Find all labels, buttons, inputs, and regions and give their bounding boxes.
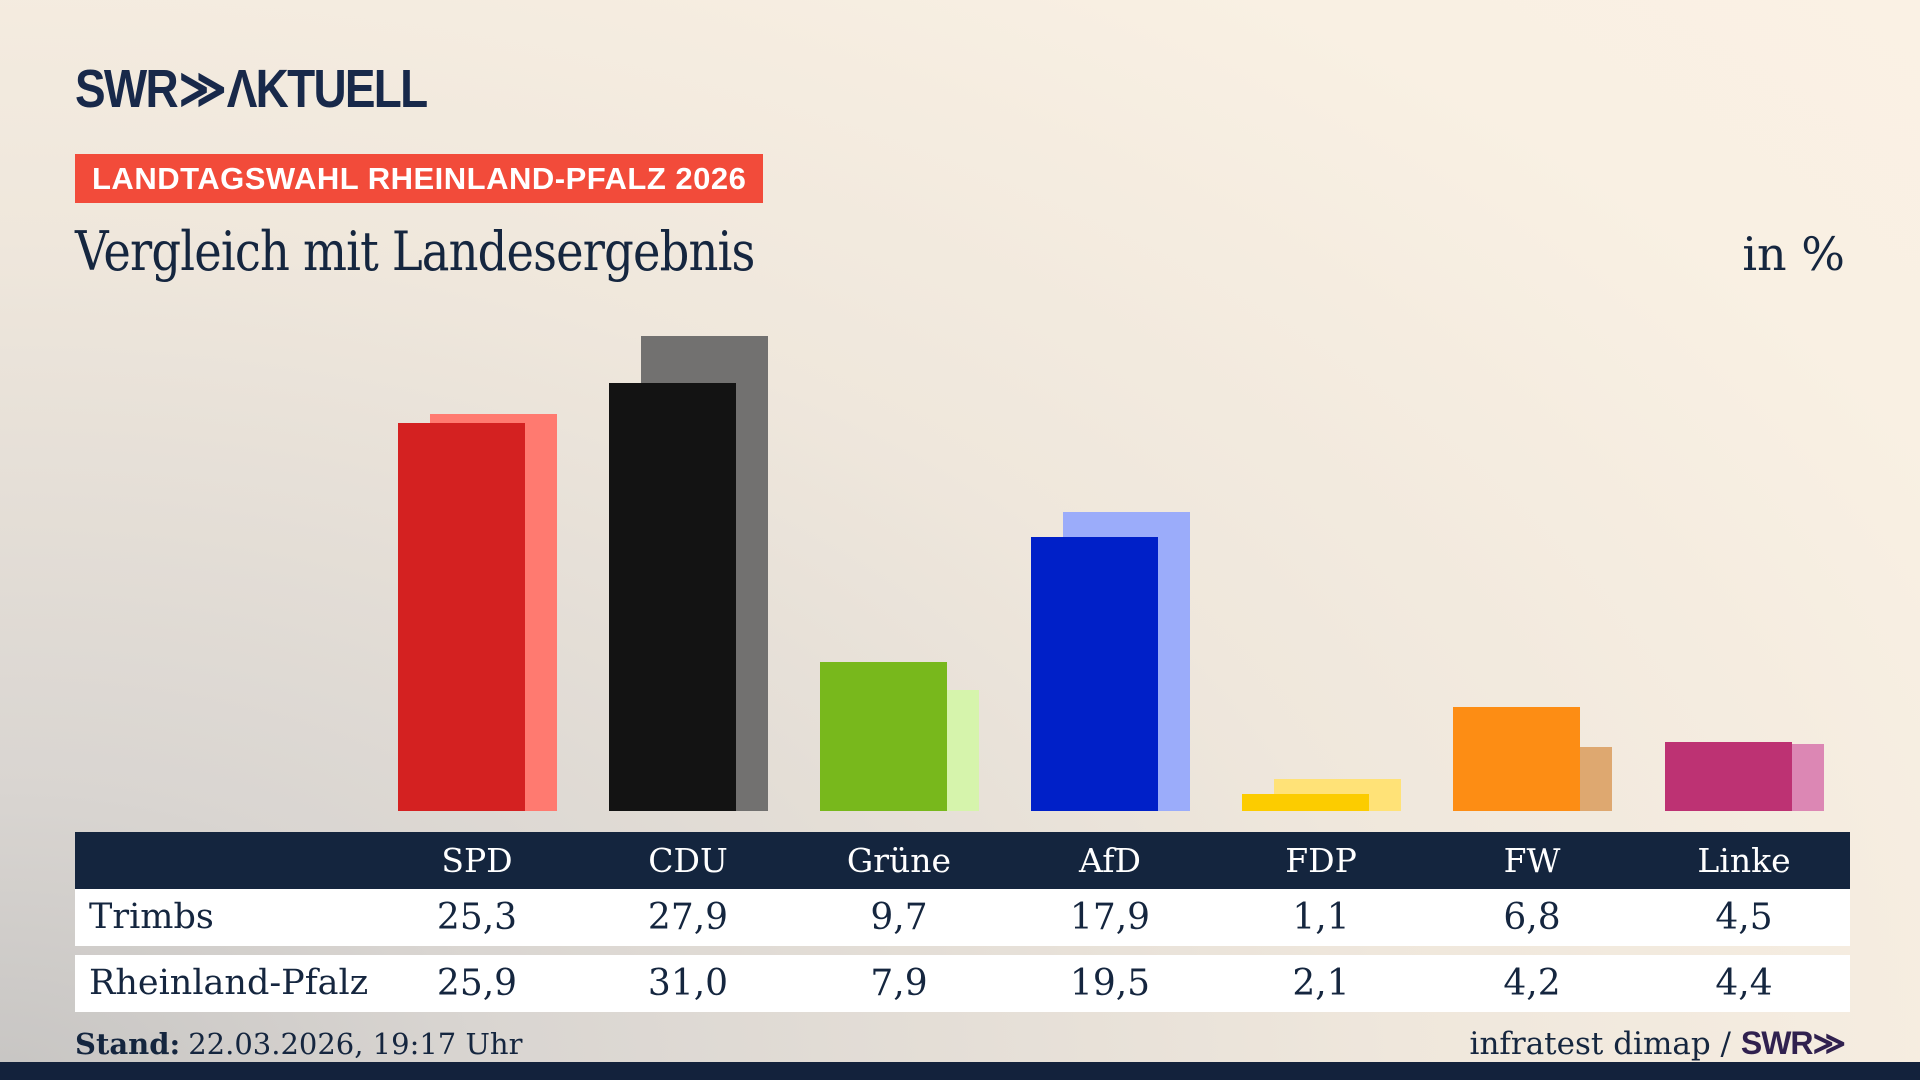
table-value-cell: 4,5 bbox=[1715, 897, 1773, 938]
table-header-cell: Grüne bbox=[846, 841, 952, 880]
table-header-cell: Linke bbox=[1697, 841, 1791, 880]
bar-local-FDP bbox=[1241, 794, 1369, 811]
table-value-cell: 19,5 bbox=[1069, 963, 1151, 1004]
table-header-cell: FDP bbox=[1285, 841, 1357, 880]
results-table: SPD CDU Grüne AfD FDP FW Linke Trimbs 25,3 27,9 9,… bbox=[75, 832, 1850, 1012]
unit-label: in % bbox=[1742, 227, 1845, 281]
bar-local-SPD bbox=[397, 423, 525, 811]
table-value-cell: 9,7 bbox=[870, 897, 928, 938]
table-value-cell: 4,2 bbox=[1503, 963, 1561, 1004]
bar-chart bbox=[0, 270, 1920, 811]
table-header-cell: CDU bbox=[648, 841, 728, 880]
timestamp: Stand: 22.03.2026, 19:17 Uhr bbox=[75, 1028, 522, 1060]
table-value-cell: 25,9 bbox=[436, 963, 518, 1004]
bottom-bar bbox=[0, 1062, 1920, 1080]
election-badge: LANDTAGSWAHL RHEINLAND-PFALZ 2026 bbox=[75, 154, 764, 203]
table-value-cell: 17,9 bbox=[1069, 897, 1151, 938]
table-value-cell: 27,9 bbox=[647, 897, 729, 938]
swr-aktuell-logo: SWR≫ΛKTUELL bbox=[75, 59, 428, 119]
source-text: infratest dimap / bbox=[1469, 1026, 1741, 1062]
table-row-label: Trimbs bbox=[89, 897, 214, 937]
timestamp-value: 22.03.2026, 19:17 Uhr bbox=[188, 1027, 523, 1061]
table-header-row: SPD CDU Grüne AfD FDP FW Linke bbox=[75, 832, 1850, 889]
table-header-cell: FW bbox=[1503, 841, 1561, 880]
bar-local-CDU bbox=[608, 383, 736, 811]
bar-local-AfD bbox=[1030, 536, 1158, 811]
table-header-cell: AfD bbox=[1079, 841, 1141, 880]
chevrons-icon: ≫ bbox=[178, 59, 227, 119]
table-value-cell: 25,3 bbox=[436, 897, 518, 938]
source-credit: infratest dimap / SWR≫ bbox=[1469, 1025, 1846, 1062]
table-value-cell: 2,1 bbox=[1292, 963, 1350, 1004]
table-value-cell: 1,1 bbox=[1292, 897, 1350, 938]
bar-local-FW bbox=[1452, 706, 1580, 811]
table-value-cell: 6,8 bbox=[1503, 897, 1561, 938]
timestamp-label: Stand: bbox=[75, 1027, 181, 1061]
logo-aktuell-text: ΛKTUELL bbox=[226, 59, 428, 119]
table-row-label: Rheinland-Pfalz bbox=[89, 963, 369, 1003]
table-row: Trimbs 25,3 27,9 9,7 17,9 1,1 6,8 4,5 bbox=[75, 889, 1850, 946]
table-header-cell: SPD bbox=[441, 841, 513, 880]
bar-local-Grüne bbox=[819, 662, 947, 811]
table-value-cell: 7,9 bbox=[870, 963, 928, 1004]
logo-swr-text: SWR bbox=[75, 59, 179, 119]
table-value-cell: 4,4 bbox=[1715, 963, 1773, 1004]
bar-local-Linke bbox=[1664, 742, 1792, 811]
table-row: Rheinland-Pfalz 25,9 31,0 7,9 19,5 2,1 4,2 4,4 bbox=[75, 955, 1850, 1012]
page-title: Vergleich mit Landesergebnis bbox=[75, 220, 755, 283]
table-value-cell: 31,0 bbox=[647, 963, 729, 1004]
source-swr-logo: SWR≫ bbox=[1740, 1025, 1846, 1061]
